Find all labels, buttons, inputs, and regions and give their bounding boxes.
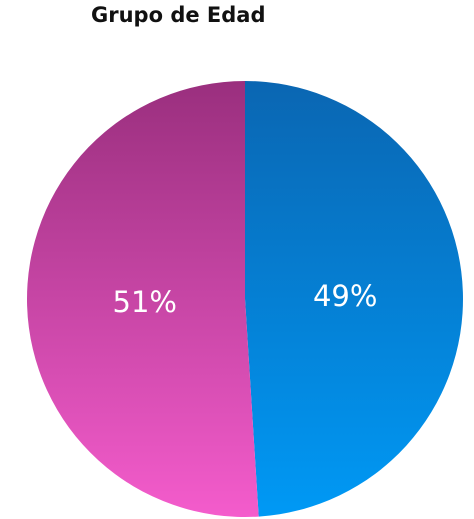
pie-slice-label: 51% xyxy=(113,285,177,319)
pie-labels: 49% 51% xyxy=(113,279,378,319)
pie-slice-49 xyxy=(245,81,463,517)
pie-slices xyxy=(26,81,463,517)
chart-title: Grupo de Edad xyxy=(91,3,266,27)
pie-slice-label: 49% xyxy=(313,279,377,313)
pie-slice-51 xyxy=(26,81,259,517)
